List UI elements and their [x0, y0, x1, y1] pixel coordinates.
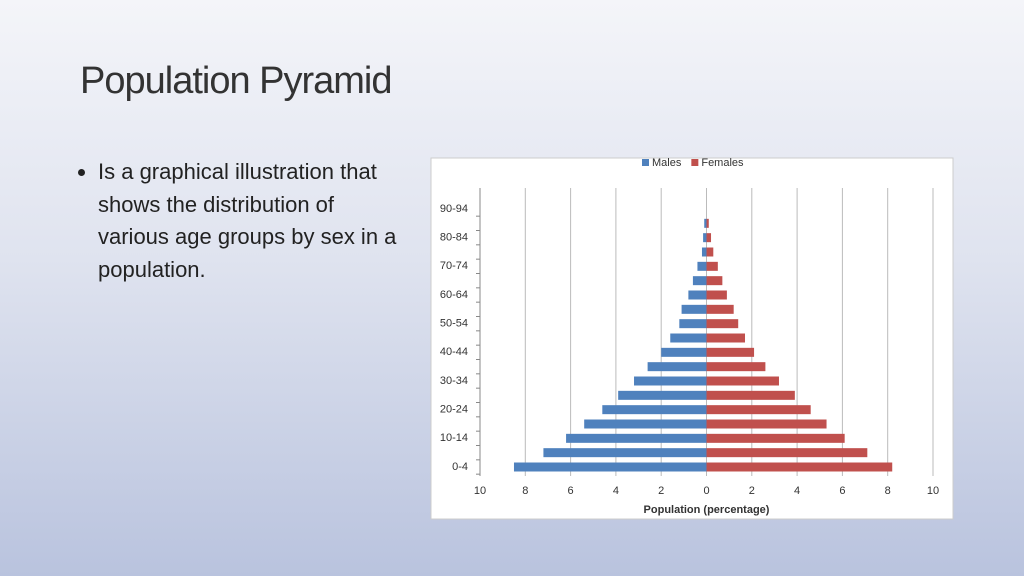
slide-title: Population Pyramid	[80, 60, 393, 102]
x-axis-title: Population (percentage)	[644, 504, 770, 516]
bar	[706, 347, 755, 357]
x-tick-label: 4	[613, 485, 619, 497]
bar	[688, 290, 707, 300]
y-tick-label: 0-4	[452, 461, 468, 473]
bar	[706, 462, 893, 472]
y-tick-label: 90-94	[440, 203, 468, 215]
bar	[706, 233, 712, 243]
x-tick-label: 4	[794, 485, 800, 497]
bar	[618, 390, 707, 400]
bar	[704, 218, 707, 228]
y-tick-label: 50-54	[440, 318, 468, 330]
bar	[706, 319, 739, 329]
y-tick-label: 60-64	[440, 289, 468, 301]
bar	[706, 304, 734, 314]
bullet-text: Is a graphical illustration that shows t…	[98, 156, 398, 286]
x-tick-label: 10	[927, 485, 939, 497]
bar	[670, 333, 707, 343]
bar	[543, 448, 707, 458]
x-tick-label: 2	[658, 485, 664, 497]
bar	[703, 233, 707, 243]
bar	[706, 276, 723, 286]
bar	[513, 462, 707, 472]
bar	[706, 247, 714, 257]
bar	[701, 247, 707, 257]
y-tick-label: 10-14	[440, 432, 468, 444]
bar	[706, 261, 718, 271]
bar	[706, 448, 868, 458]
bar	[706, 376, 779, 386]
bar	[602, 405, 707, 415]
legend-swatch	[691, 159, 699, 166]
y-tick-label: 30-34	[440, 375, 468, 387]
bar	[681, 304, 707, 314]
x-tick-label: 0	[703, 485, 709, 497]
bar	[697, 261, 707, 271]
bar	[634, 376, 707, 386]
bar	[692, 276, 707, 286]
bar	[706, 362, 766, 372]
bar	[706, 419, 827, 429]
bar	[706, 405, 811, 415]
x-tick-label: 2	[749, 485, 755, 497]
legend-label: Males	[652, 157, 682, 169]
bar	[679, 319, 707, 329]
bullet-list: Is a graphical illustration that shows t…	[76, 156, 398, 286]
x-tick-label: 10	[474, 485, 486, 497]
bar	[584, 419, 707, 429]
x-tick-label: 8	[885, 485, 891, 497]
bar	[706, 333, 746, 343]
y-tick-label: 20-24	[440, 404, 468, 416]
bar	[706, 290, 727, 300]
legend-swatch	[642, 159, 649, 166]
bar	[647, 362, 707, 372]
bar	[706, 218, 709, 228]
y-tick-label: 80-84	[440, 232, 468, 244]
legend-label: Females	[701, 157, 744, 169]
bar	[706, 390, 795, 400]
x-tick-label: 8	[522, 485, 528, 497]
x-tick-label: 6	[568, 485, 574, 497]
y-tick-label: 70-74	[440, 260, 468, 272]
bar	[566, 433, 707, 443]
y-tick-label: 40-44	[440, 346, 468, 358]
x-tick-label: 6	[839, 485, 845, 497]
bar	[661, 347, 707, 357]
bar	[706, 433, 845, 443]
